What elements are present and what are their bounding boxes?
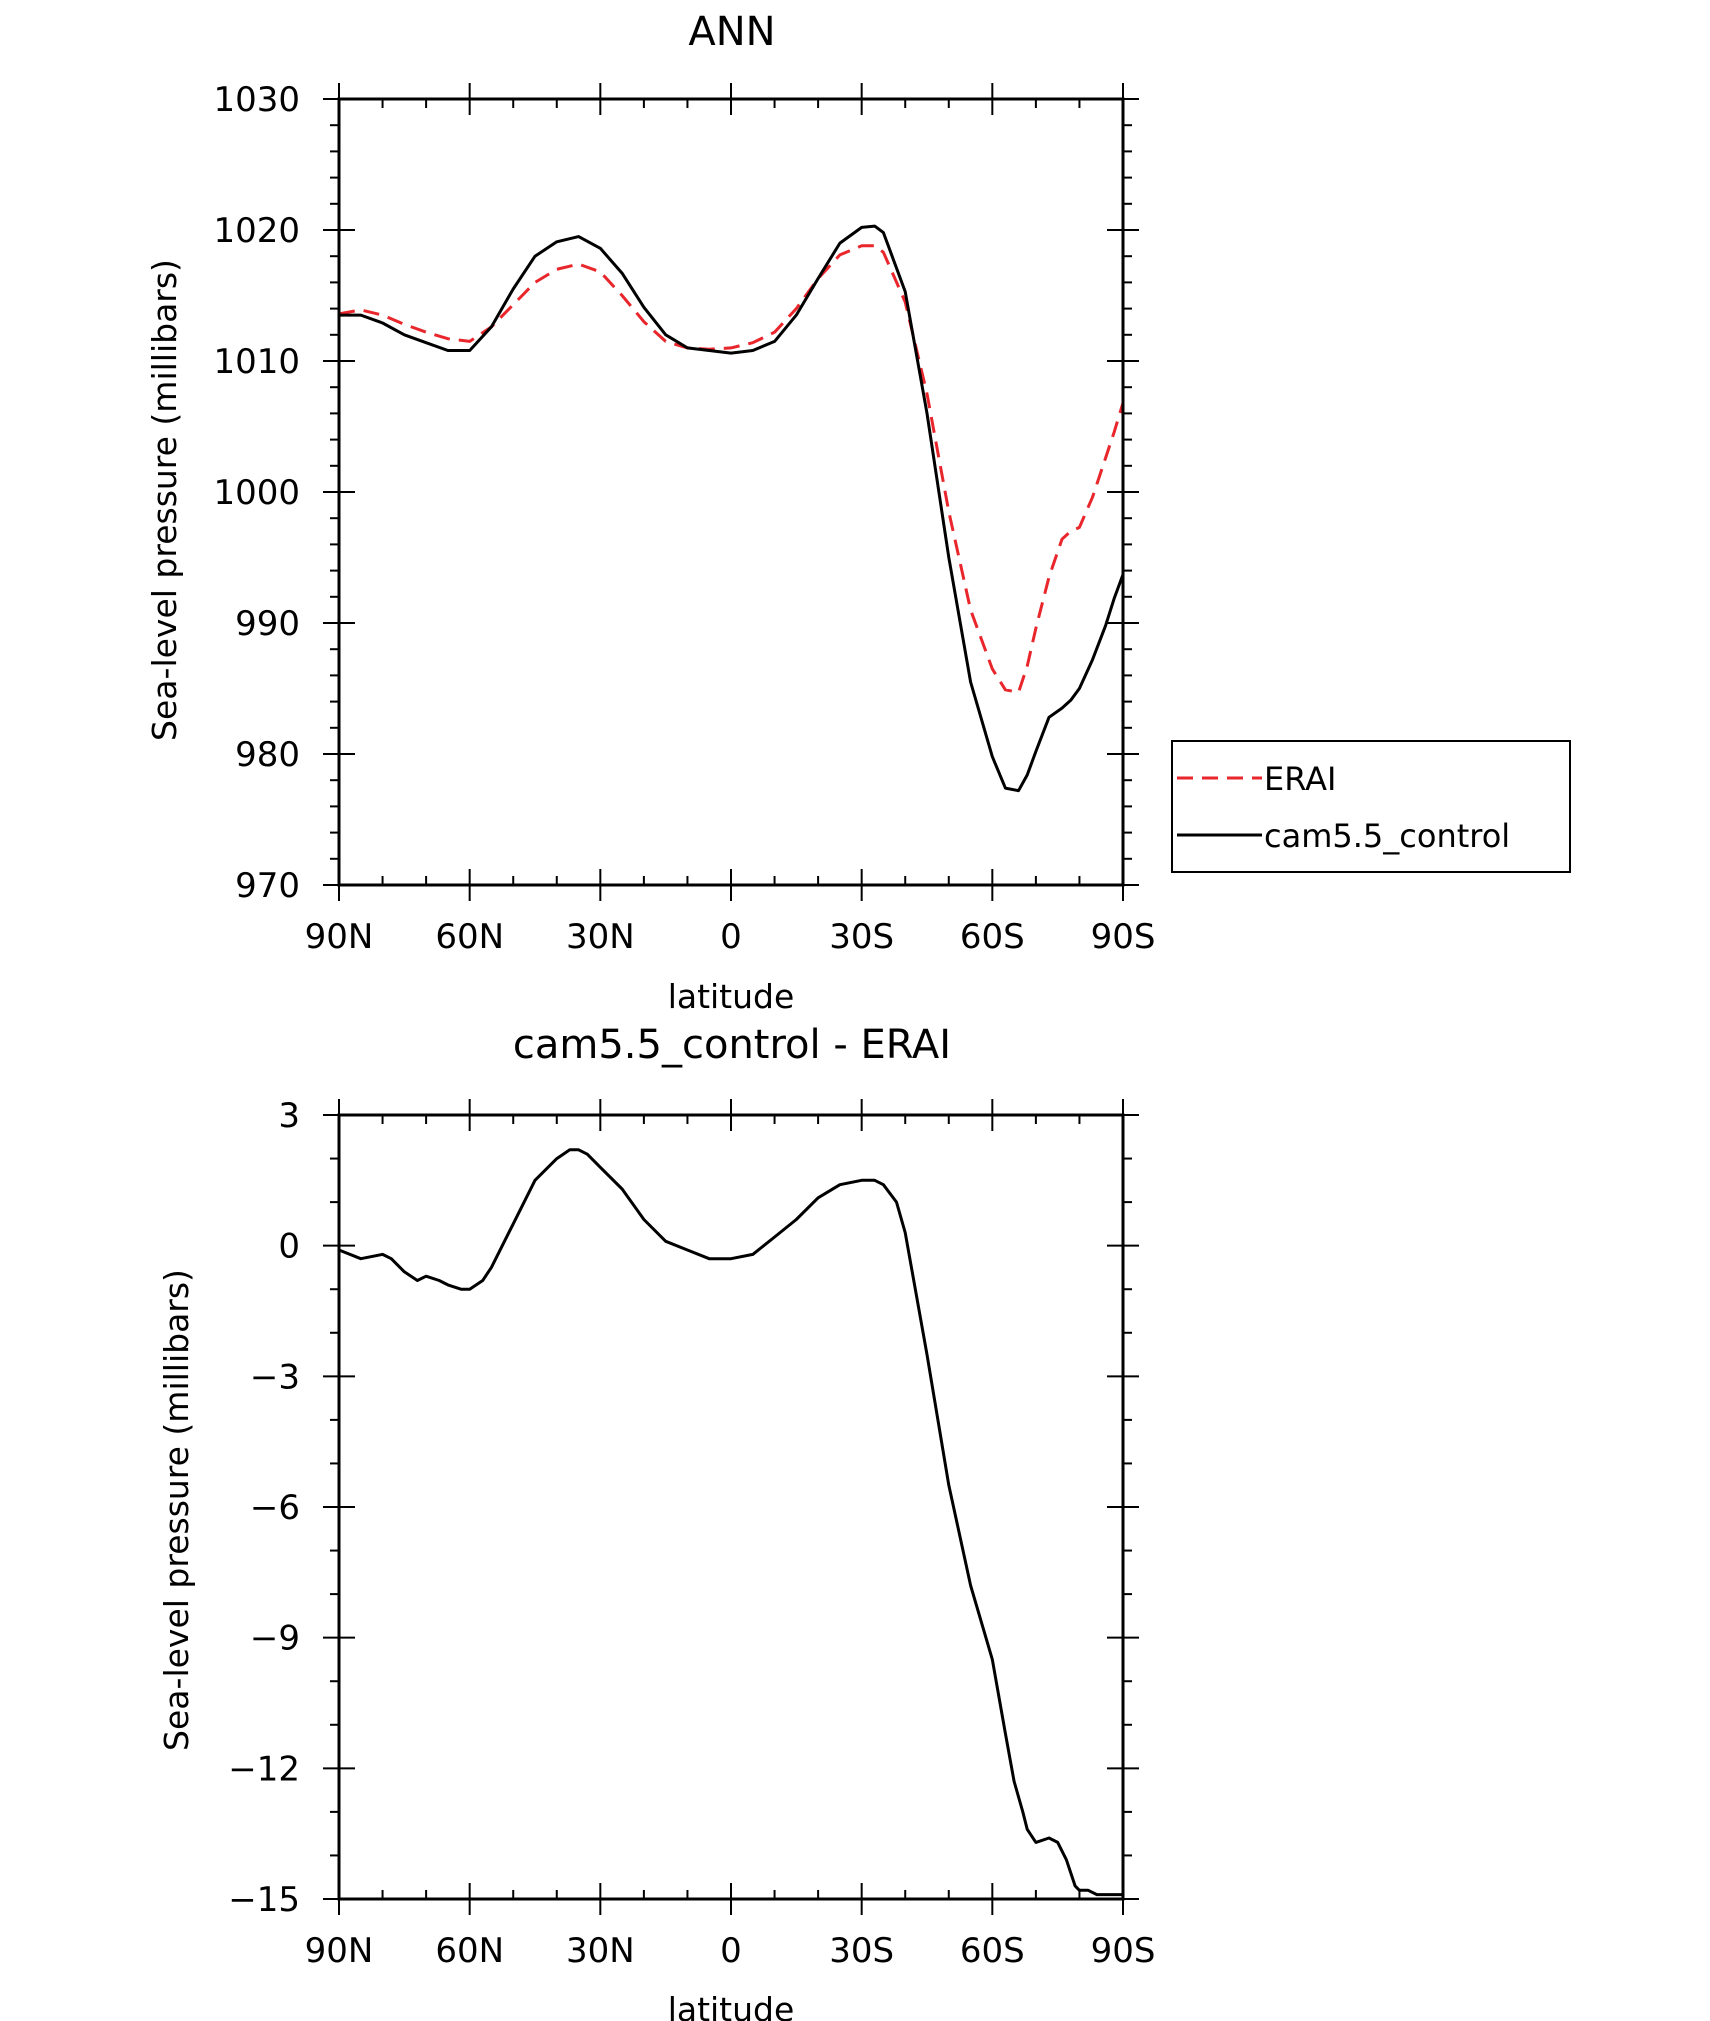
legend-box bbox=[1171, 740, 1571, 873]
y-tick-label: 1010 bbox=[213, 342, 300, 382]
sea-level-pressure-panel: ANN 90N 60N 30N 0 30S 60S 90S 970 980 990 1000 101… bbox=[145, 9, 1571, 1016]
y-tick-label: 970 bbox=[235, 866, 300, 906]
series-line-cam5-5-control bbox=[339, 224, 1125, 793]
x-tick-label: 30N bbox=[566, 917, 635, 957]
x-tick-label: 60S bbox=[960, 917, 1025, 957]
y-tick-label: 1020 bbox=[213, 211, 300, 251]
x-tick-labels: 90N 60N 30N 0 30S 60S 90S bbox=[305, 1931, 1156, 1971]
chart-title: ANN bbox=[688, 9, 775, 55]
y-tick-label: 3 bbox=[278, 1096, 300, 1136]
y-tick-label: −9 bbox=[250, 1619, 300, 1659]
legend-label-cam: cam5.5_control bbox=[1264, 817, 1510, 855]
series-lines bbox=[338, 1148, 1123, 1897]
x-tick-labels: 90N 60N 30N 0 30S 60S 90S bbox=[305, 917, 1156, 957]
x-tick-label: 90S bbox=[1091, 1931, 1156, 1971]
x-tick-label: 30N bbox=[566, 1931, 635, 1971]
plot-frame bbox=[337, 1113, 1125, 1901]
y-tick-label: 1000 bbox=[213, 473, 300, 513]
difference-panel: cam5.5_control - ERAI 90N 60N 30N 0 30S 60S 90… bbox=[157, 1022, 1155, 2021]
x-tick-label: 60N bbox=[435, 1931, 504, 1971]
y-tick-label: −6 bbox=[250, 1488, 300, 1528]
x-tick-label: 90S bbox=[1091, 917, 1156, 957]
x-axis-label: latitude bbox=[668, 1990, 795, 2021]
series-lines bbox=[338, 224, 1125, 793]
plot-frame bbox=[337, 97, 1125, 887]
y-tick-label: 980 bbox=[235, 735, 300, 775]
legend-label-erai: ERAI bbox=[1264, 760, 1336, 798]
x-tick-label: 30S bbox=[829, 1931, 894, 1971]
x-tick-label: 0 bbox=[720, 917, 742, 957]
series-line-difference bbox=[338, 1148, 1123, 1897]
series-line-erai bbox=[338, 244, 1125, 694]
y-tick-label: 990 bbox=[235, 604, 300, 644]
y-tick-label: 1030 bbox=[213, 80, 300, 120]
axis-ticks bbox=[323, 1099, 1139, 1915]
x-tick-label: 60S bbox=[960, 1931, 1025, 1971]
x-tick-label: 90N bbox=[305, 917, 374, 957]
y-tick-label: −12 bbox=[228, 1749, 300, 1789]
y-tick-labels: −15 −12 −9 −6 −3 0 3 bbox=[228, 1096, 300, 1920]
y-tick-label: 0 bbox=[278, 1227, 300, 1267]
x-axis-label: latitude bbox=[668, 977, 795, 1016]
x-tick-label: 0 bbox=[720, 1931, 742, 1971]
legend: ERAI cam5.5_control bbox=[1171, 740, 1571, 873]
y-axis-label: Sea-level pressure (millibars) bbox=[145, 259, 184, 741]
y-axis-label: Sea-level pressure (millibars) bbox=[157, 1269, 196, 1751]
x-tick-label: 30S bbox=[829, 917, 894, 957]
axis-ticks bbox=[323, 83, 1139, 901]
chart-title: cam5.5_control - ERAI bbox=[513, 1022, 951, 1068]
y-tick-label: −15 bbox=[228, 1880, 300, 1920]
y-tick-labels: 970 980 990 1000 1010 1020 1030 bbox=[213, 80, 300, 906]
y-tick-label: −3 bbox=[250, 1357, 300, 1397]
x-tick-label: 60N bbox=[435, 917, 504, 957]
x-tick-label: 90N bbox=[305, 1931, 374, 1971]
